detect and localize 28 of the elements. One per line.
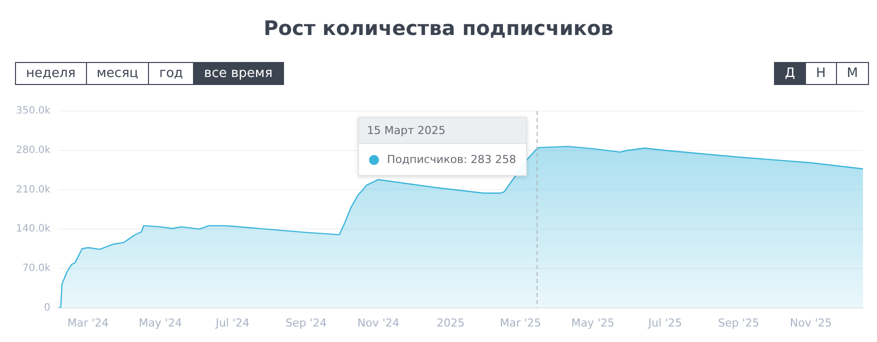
- tooltip-card: 15 Март 2025 Подписчиков: 283 258: [358, 117, 528, 176]
- x-tick-label: Mar '24: [67, 316, 109, 330]
- x-tick-label: May '24: [138, 316, 182, 330]
- text: все время: [194, 62, 284, 85]
- x-tick-label: Mar '25: [500, 316, 542, 330]
- text: неделя: [15, 62, 87, 85]
- y-tick-label: 280.0k: [16, 144, 51, 156]
- x-tick-label: 2025: [436, 316, 465, 330]
- x-tick-label: Nov '25: [790, 316, 832, 330]
- text: Д: [774, 62, 806, 85]
- annotation: Подписчиков: 283 258: [386, 153, 516, 166]
- y-tick-label: 0: [44, 302, 50, 314]
- y-tick-label: 210.0k: [16, 184, 51, 196]
- text: М: [836, 62, 869, 85]
- x-tick-label: Nov '24: [357, 316, 400, 330]
- y-tick-label: 350.0k: [16, 106, 51, 117]
- text: Н: [806, 62, 837, 85]
- text: месяц: [86, 62, 150, 85]
- x-tick-label: Jul '25: [647, 316, 682, 330]
- annotation: 15 Март 2025: [358, 118, 526, 144]
- text: год: [149, 62, 194, 85]
- y-tick-label: 70.0k: [22, 263, 51, 274]
- y-tick-label: 140.0k: [16, 224, 51, 235]
- chart-title: Рост количества подписчиков: [262, 16, 614, 42]
- x-tick-label: Sep '24: [285, 316, 327, 330]
- x-tick-label: Jul '24: [214, 316, 250, 330]
- x-tick-label: Sep '25: [718, 316, 760, 330]
- x-tick-label: May '25: [571, 316, 614, 330]
